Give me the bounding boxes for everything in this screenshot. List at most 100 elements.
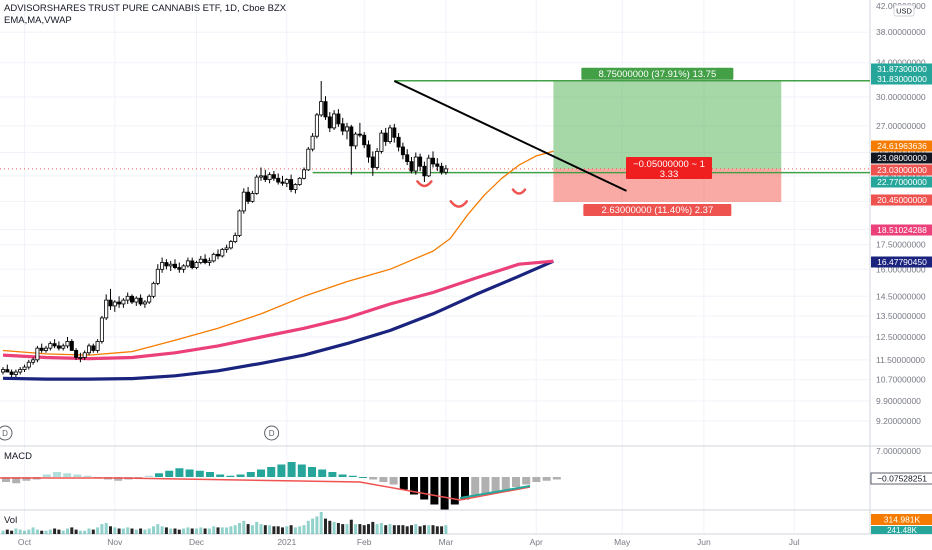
volume-bars (1, 512, 448, 534)
candle-body (87, 345, 92, 354)
volume-bar (238, 523, 241, 534)
volume-bar (306, 520, 310, 534)
candle (435, 158, 440, 172)
candle-body (164, 262, 169, 267)
volume-bar (87, 528, 91, 534)
volume-bar (1, 530, 5, 534)
volume-bar (169, 528, 173, 534)
macd-bar (73, 474, 82, 477)
candle-body (392, 127, 397, 138)
macd-bar (522, 477, 531, 485)
candle-body (207, 260, 212, 263)
candle-body (18, 369, 23, 373)
time-tick-label: Mar (439, 537, 454, 547)
candle (61, 343, 66, 351)
candle (258, 167, 263, 181)
candle (164, 259, 169, 270)
candle (181, 264, 186, 273)
candle (405, 149, 410, 166)
candle (108, 288, 113, 310)
candle-body (276, 177, 281, 183)
candle (0, 367, 6, 375)
volume-bar (324, 518, 327, 534)
candle-body (215, 253, 220, 257)
volume-bar (255, 521, 259, 534)
candle (125, 292, 130, 304)
risk-reward-line1: −0.05000000 ~ 1 (633, 159, 705, 170)
macd-bar (206, 472, 214, 477)
price-tick-label: 13.50000000 (876, 311, 926, 321)
candle (246, 187, 251, 205)
candle-body (185, 260, 190, 267)
volume-bar (440, 526, 444, 534)
candle-body (125, 295, 130, 301)
candle (104, 294, 109, 320)
candle-body (443, 168, 448, 173)
time-tick-label: Oct (18, 537, 32, 547)
volume-bar (177, 529, 181, 534)
candle-body (224, 247, 229, 250)
volume-bar (371, 521, 375, 534)
candle (198, 255, 203, 265)
volume-bar (57, 529, 61, 534)
macd-bar (226, 475, 235, 477)
volume-bar (139, 528, 143, 534)
price-tick-label: 11.50000000 (876, 355, 925, 365)
candle (237, 209, 242, 238)
candle-body (400, 146, 405, 156)
risk-reward-label: −0.05000000 ~ 13.33 (626, 157, 712, 180)
candle-body (310, 135, 315, 150)
price-label-tag-bg (871, 73, 932, 85)
candle (254, 174, 259, 195)
dividend-text: D (2, 429, 8, 438)
candle-body (117, 301, 122, 305)
candle (323, 96, 328, 120)
volume-value-tag2-bg (871, 526, 932, 534)
volume-bar (422, 525, 426, 534)
volume-bar (418, 526, 422, 534)
ma100-line (2, 259, 554, 361)
candle (284, 178, 289, 188)
candle-body (220, 249, 225, 257)
candle (375, 148, 380, 170)
volume-bar (18, 529, 22, 534)
candle-body (332, 113, 337, 129)
candle (357, 122, 362, 138)
price-label-tag-text: 20.45000000 (877, 195, 927, 205)
candle-body (349, 126, 354, 147)
candle (293, 183, 298, 194)
price-tick-label: 14.50000000 (876, 291, 926, 301)
candle-body (121, 299, 126, 305)
price-label-tag-text: 23.03000000 (877, 165, 927, 175)
target-label-text: 8.75000000 (37.91%) 13.75 (598, 69, 716, 80)
volume-bar (367, 524, 370, 534)
macd-bar (53, 472, 61, 477)
volume-bar (199, 527, 203, 534)
chart-title: ADVISORSHARES TRUST PURE CANNABIS ETF, 1… (4, 3, 287, 14)
macd-bar (389, 477, 398, 485)
volume-bar (281, 527, 284, 534)
candle-body (344, 126, 349, 132)
volume-bar (401, 525, 405, 534)
volume-bar (147, 528, 151, 534)
candle-body (65, 340, 70, 347)
macd-bar (318, 469, 327, 477)
candle (327, 112, 332, 133)
macd-value-tag-bg (870, 472, 932, 485)
candle-body (74, 350, 79, 358)
candle (220, 247, 225, 258)
candle (241, 188, 246, 214)
target-label: 8.75000000 (37.91%) 13.75 (581, 67, 734, 80)
volume-bar (35, 529, 39, 534)
macd-bar (165, 470, 174, 477)
macd-signal-line (0, 477, 531, 501)
candle (297, 177, 302, 186)
macd-bar (42, 474, 51, 477)
candle-body (426, 157, 431, 177)
candle (142, 300, 147, 308)
candle (310, 133, 315, 152)
candle (65, 336, 70, 349)
volume-bar (250, 525, 254, 534)
